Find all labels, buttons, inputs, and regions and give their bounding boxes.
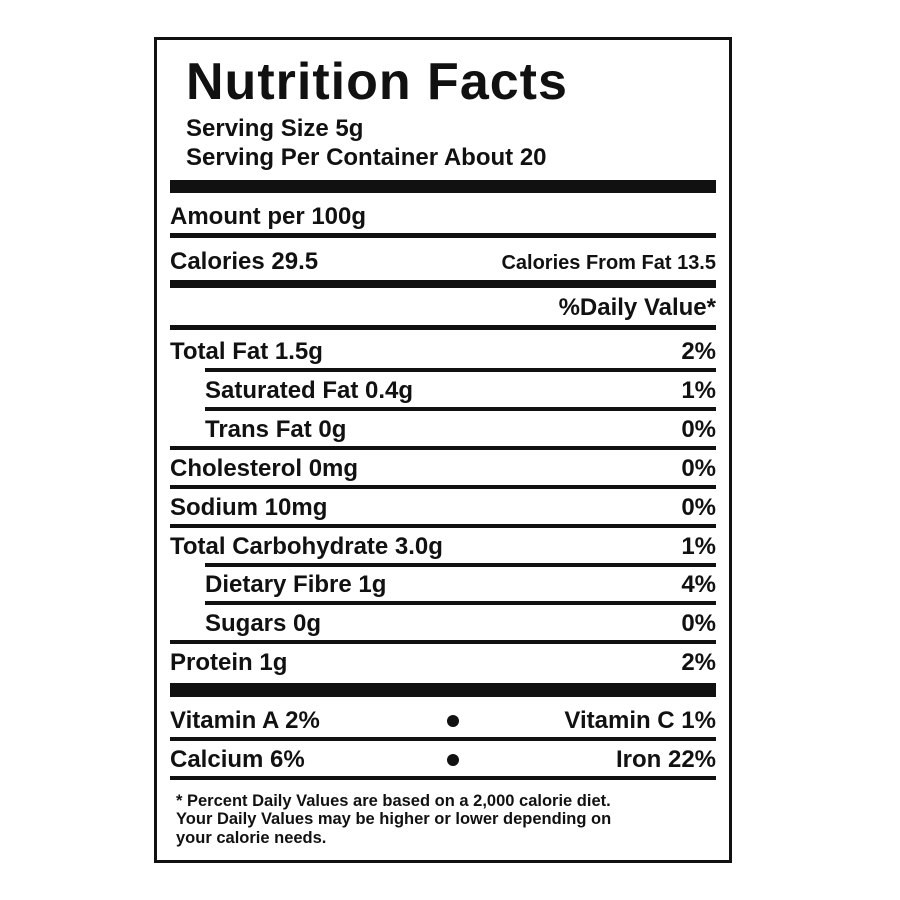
footnote: your calorie needs. [176,828,327,847]
calories: Calories 29.5 [170,248,319,275]
rule [170,325,716,330]
title: Nutrition Facts [186,53,568,111]
rule [170,445,716,450]
rule [205,368,716,372]
nutrient-label: Sugars 0g [205,610,322,638]
bullet [447,754,459,767]
daily-value: 2% [681,338,716,365]
rule [205,601,716,606]
rule [170,683,716,698]
rule [205,406,716,411]
daily-value: 0% [681,415,716,443]
nutrient-label: Dietary Fibre 1g [205,571,387,599]
daily-value: 0% [681,493,716,521]
nutrient-label: Trans Fat 0g [205,415,347,443]
nutrient-label: Total Fat 1.5g [170,338,323,365]
nutrient-label: Total Carbohydrate 3.0g [170,532,443,560]
footnote: * Percent Daily Values are based on a 2,… [176,791,611,810]
bullet [447,715,459,728]
vitamin: Vitamin C 1% [564,707,716,735]
daily-value: 1% [681,376,716,404]
rule [205,562,716,567]
rule [170,640,716,645]
vitamin: Calcium 6% [170,746,305,774]
nutrient-label: Protein 1g [170,649,288,677]
nutrient-label: Cholesterol 0mg [170,454,359,482]
daily-value-header: %Daily Value* [558,294,716,321]
serving-size: Serving Size 5g [186,115,364,142]
daily-value: 0% [681,610,716,638]
rule [170,776,716,781]
footnote: Your Daily Values may be higher or lower… [176,810,612,829]
daily-value: 2% [681,649,716,677]
rule [170,484,716,489]
rule [170,737,716,742]
servings-per-container: Serving Per Container About 20 [186,144,547,171]
daily-value: 0% [681,454,716,482]
daily-value: 4% [681,571,716,599]
rule [170,180,716,193]
nutrient-label: Sodium 10mg [170,493,328,521]
nutrient-label: Saturated Fat 0.4g [205,376,414,404]
nutrition-label [154,37,732,863]
daily-value: 1% [681,532,716,560]
vitamin: Vitamin A 2% [170,707,320,735]
rule [170,233,716,238]
rule [170,280,716,288]
calories-from-fat: Calories From Fat 13.5 [501,252,716,274]
vitamin: Iron 22% [615,746,716,774]
amount-per: Amount per 100g [170,203,367,230]
rule [170,523,716,528]
